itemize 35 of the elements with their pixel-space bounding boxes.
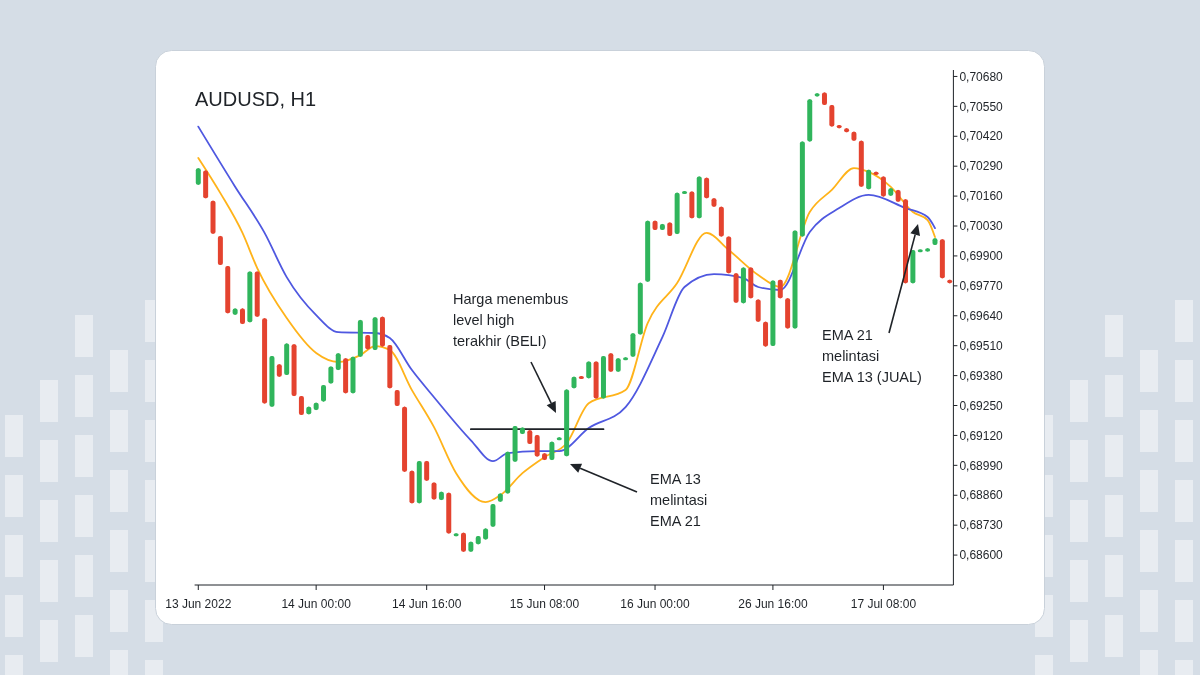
candlestick [490, 503, 496, 528]
y-tick-label: 0,69120 [959, 428, 1004, 443]
y-tick-label: 0,69770 [959, 279, 1004, 294]
x-tick-label: 15 Jun 08:00 [509, 597, 580, 611]
x-tick-label: 17 Jul 08:00 [850, 597, 917, 611]
annotation: Harga menembus level high terakhir (BELI) [453, 291, 569, 349]
x-tick-label: 16 Jun 00:00 [620, 597, 691, 611]
y-tick-label: 0,69250 [959, 398, 1004, 413]
line-series [197, 125, 936, 463]
x-tick-label: 13 Jun 2022 [165, 597, 232, 611]
y-tick-label: 0,68860 [959, 488, 1004, 503]
y-tick-label: 0,70680 [959, 69, 1004, 84]
y-tick-label: 0,68730 [959, 518, 1004, 533]
y-tick-label: 0,70160 [959, 189, 1004, 204]
text: AUDUSD, H1 [195, 88, 317, 110]
annotation: EMA 13 melintasi EMA 21 [650, 471, 708, 529]
candlestick [608, 352, 614, 373]
y-tick-label: 0,70420 [959, 129, 1004, 144]
candlestick [755, 298, 761, 323]
y-tick-label: 0,70550 [959, 99, 1004, 114]
y-tick-label: 0,68600 [959, 548, 1004, 563]
x-tick-label: 14 Jun 16:00 [391, 597, 462, 611]
annotation: EMA 21 melintasi EMA 13 (JUAL) [822, 327, 922, 385]
x-tick-label: 26 Jun 16:00 [738, 597, 808, 611]
y-tick-label: 0,68990 [959, 458, 1004, 473]
y-tick-label: 0,69900 [959, 249, 1004, 264]
y-tick-label: 0,70030 [959, 219, 1004, 234]
line-series [197, 157, 936, 504]
y-tick-label: 0,70290 [959, 159, 1004, 174]
candlestick [298, 396, 304, 415]
y-tick-label: 0,69640 [959, 308, 1004, 323]
y-tick-label: 0,69380 [959, 368, 1004, 383]
y-tick-label: 0,69510 [959, 338, 1004, 353]
candlestick [630, 332, 636, 358]
x-tick-label: 14 Jun 00:00 [281, 597, 352, 611]
